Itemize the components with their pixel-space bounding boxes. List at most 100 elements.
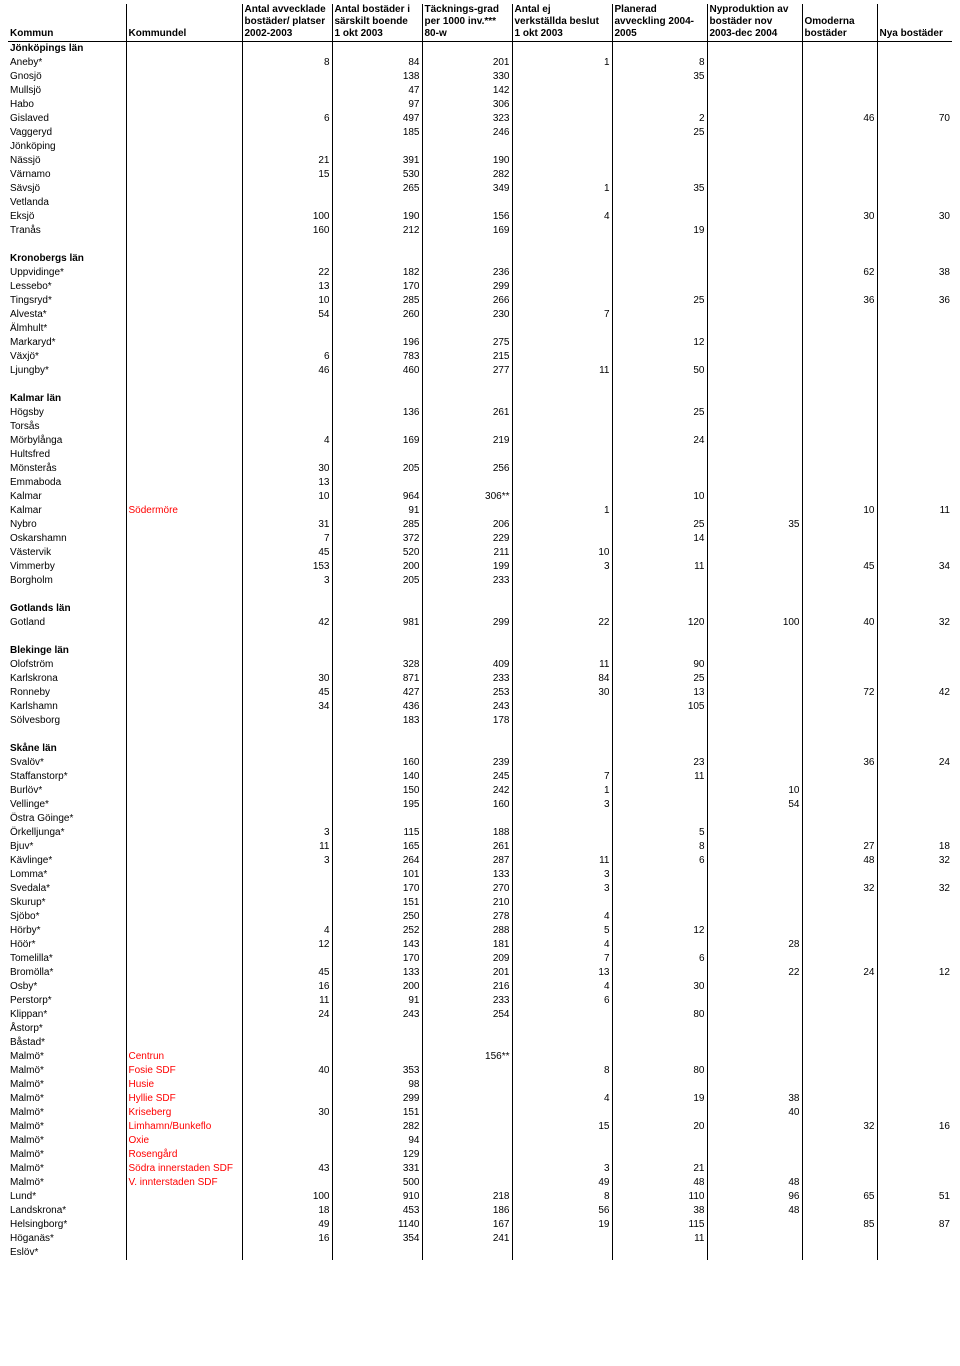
cell-sarskilt: 190 [332,210,422,224]
cell-ejverk: 8 [512,1190,612,1204]
cell-planerad: 110 [612,1190,707,1204]
cell-avvecklade: 30 [242,672,332,686]
cell-tacknings: 306** [422,490,512,504]
cell-sarskilt [332,644,422,658]
col-sarskilt: Antal bostäder isärskilt boende1 okt 200… [332,4,422,42]
cell-nya [877,1148,952,1162]
cell-nyprod [707,1148,802,1162]
cell-planerad [612,812,707,826]
table-row: Markaryd*19627512 [8,336,952,350]
cell-planerad [612,546,707,560]
cell-ejverk [512,406,612,420]
table-row [8,630,952,644]
cell-kommundel [126,560,242,574]
cell-ejverk [512,1232,612,1246]
cell-kommundel [126,1022,242,1036]
cell-ejverk [512,420,612,434]
cell-avvecklade: 22 [242,266,332,280]
cell-ejverk: 1 [512,56,612,70]
cell-nyprod [707,84,802,98]
cell-ejverk: 15 [512,1120,612,1134]
cell-tacknings: 210 [422,896,512,910]
cell-planerad: 6 [612,952,707,966]
cell-omoderna [802,140,877,154]
table-row: Malmö*Husie98 [8,1078,952,1092]
table-row: Borgholm3205233 [8,574,952,588]
cell-avvecklade: 21 [242,154,332,168]
cell-ejverk: 7 [512,770,612,784]
cell-kommun: Lomma* [8,868,126,882]
cell-nya [877,1078,952,1092]
cell-sarskilt: 151 [332,896,422,910]
cell-kommundel [126,154,242,168]
cell-avvecklade [242,406,332,420]
cell-sarskilt: 372 [332,532,422,546]
cell-sarskilt: 243 [332,1008,422,1022]
cell-ejverk [512,196,612,210]
cell-kommun: Vaggeryd [8,126,126,140]
cell-planerad [612,476,707,490]
cell-ejverk: 4 [512,980,612,994]
cell-nyprod [707,1022,802,1036]
cell-avvecklade [242,798,332,812]
cell-sarskilt: 140 [332,770,422,784]
cell-tacknings [422,476,512,490]
cell-sarskilt: 200 [332,980,422,994]
table-row: Malmö*Oxie94 [8,1134,952,1148]
cell-ejverk: 3 [512,882,612,896]
cell-kommundel [126,742,242,756]
table-row: Oskarshamn737222914 [8,532,952,546]
cell-ejverk: 7 [512,308,612,322]
col-omoderna: Omodernabostäder [802,4,877,42]
cell-omoderna [802,742,877,756]
cell-tacknings: 181 [422,938,512,952]
cell-ejverk [512,1050,612,1064]
cell-sarskilt: 169 [332,434,422,448]
cell-omoderna [802,280,877,294]
cell-nya [877,168,952,182]
cell-sarskilt [332,196,422,210]
cell-sarskilt: 138 [332,70,422,84]
cell-planerad: 5 [612,826,707,840]
cell-tacknings [422,1106,512,1120]
cell-nyprod [707,56,802,70]
cell-planerad: 115 [612,1218,707,1232]
cell-nyprod [707,266,802,280]
data-table: Kommun Kommundel Antal avveckladebostäde… [8,4,952,1260]
cell-nya [877,70,952,84]
cell-planerad [612,266,707,280]
cell-kommundel [126,364,242,378]
cell-tacknings [422,1162,512,1176]
cell-kommundel [126,350,242,364]
cell-omoderna [802,42,877,57]
cell-omoderna [802,532,877,546]
cell-avvecklade: 13 [242,476,332,490]
table-row: Karlshamn34436243105 [8,700,952,714]
cell-planerad: 120 [612,616,707,630]
cell-ejverk [512,518,612,532]
cell-planerad: 80 [612,1064,707,1078]
cell-tacknings: 201 [422,56,512,70]
cell-omoderna [802,518,877,532]
cell-kommundel [126,448,242,462]
cell-sarskilt: 94 [332,1134,422,1148]
cell-omoderna [802,56,877,70]
cell-nya [877,476,952,490]
cell-omoderna [802,392,877,406]
table-row: Östra Göinge* [8,812,952,826]
cell-nyprod [707,1050,802,1064]
cell-nyprod [707,182,802,196]
cell-kommundel [126,826,242,840]
cell-tacknings [422,392,512,406]
cell-avvecklade: 4 [242,434,332,448]
cell-nya [877,406,952,420]
cell-avvecklade [242,448,332,462]
cell-planerad: 14 [612,532,707,546]
cell-omoderna: 62 [802,266,877,280]
cell-omoderna: 36 [802,756,877,770]
cell-kommun: Staffanstorp* [8,770,126,784]
cell-avvecklade [242,868,332,882]
cell-kommundel [126,798,242,812]
cell-planerad: 48 [612,1176,707,1190]
cell-avvecklade: 54 [242,308,332,322]
